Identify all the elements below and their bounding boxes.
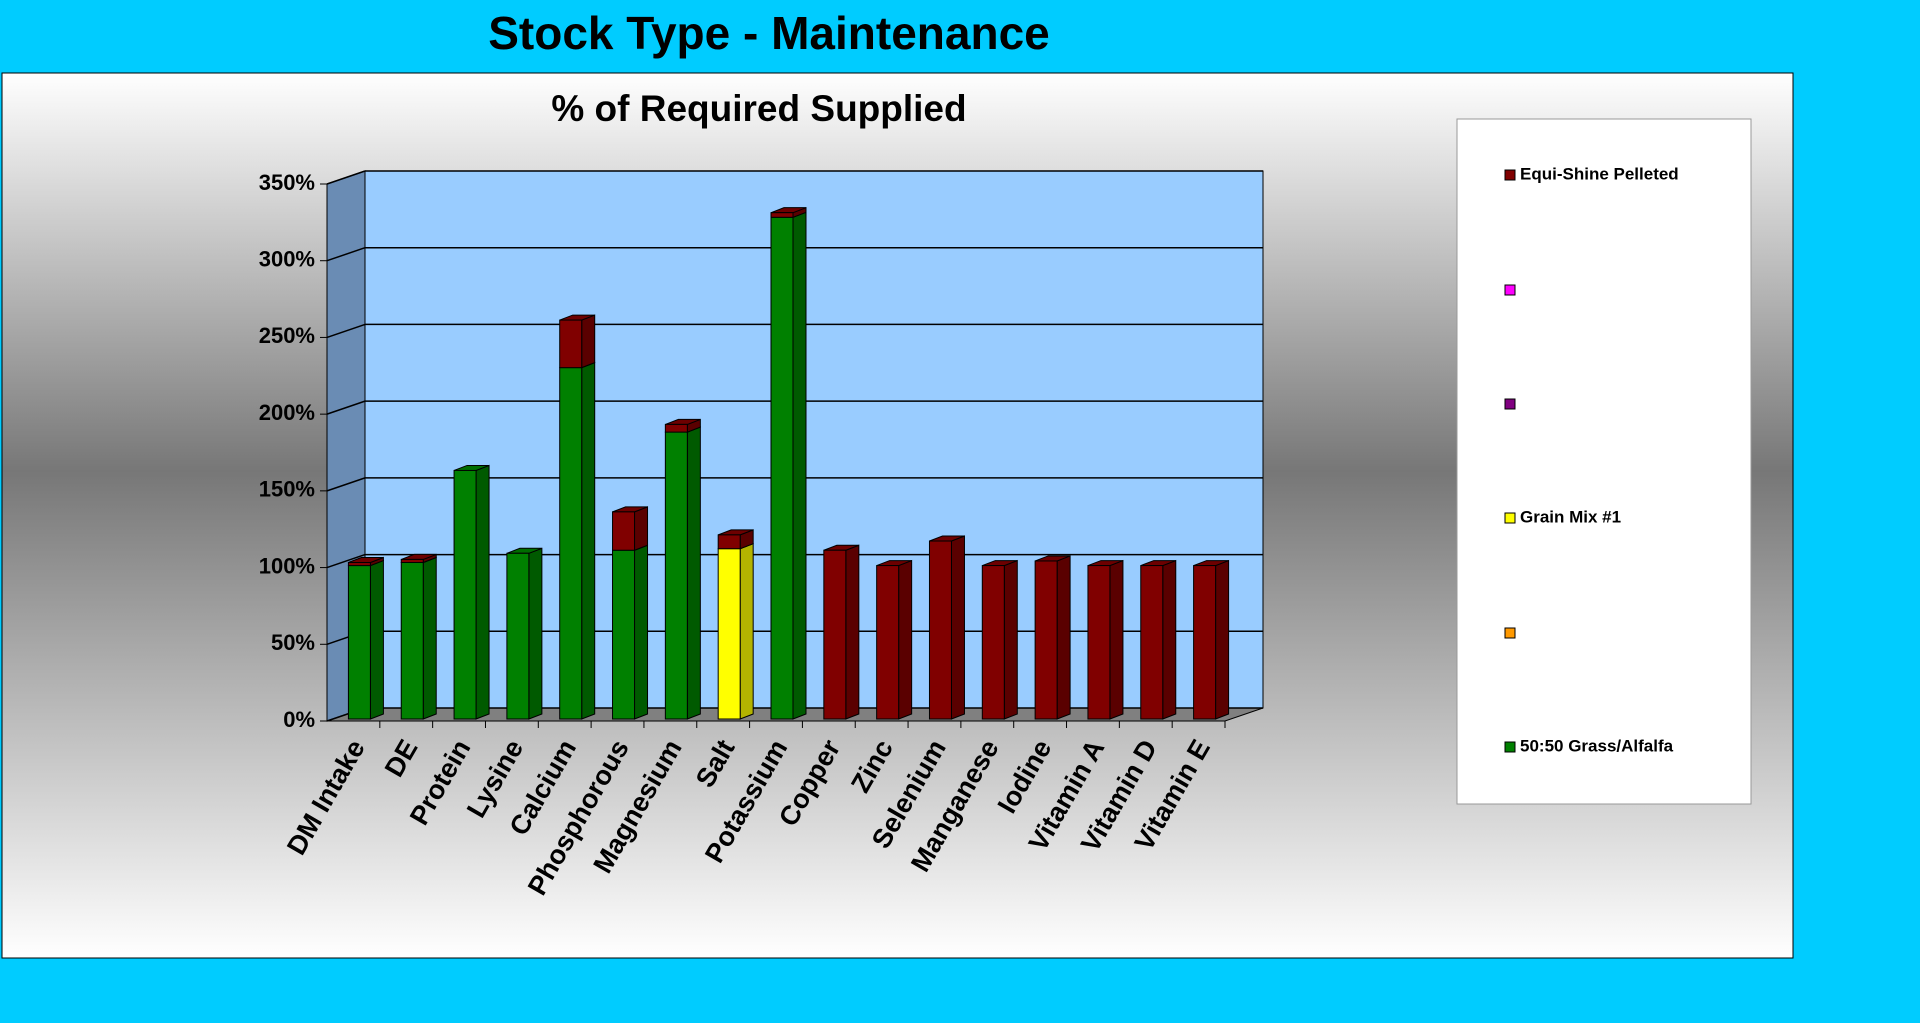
- bar-side: [739, 542, 754, 720]
- bar: [400, 558, 424, 564]
- bar: [1087, 565, 1111, 720]
- back-wall: [364, 170, 1264, 709]
- legend-marker: [1504, 284, 1516, 296]
- bar: [770, 212, 794, 218]
- legend-marker: [1504, 169, 1516, 181]
- grid-line: [326, 477, 366, 492]
- bar-side: [845, 544, 860, 720]
- bar-side: [581, 361, 596, 720]
- bar-side: [528, 547, 543, 720]
- bar-side: [1215, 559, 1230, 720]
- bar-side: [1109, 559, 1124, 720]
- bar: [876, 565, 900, 720]
- bar-side: [898, 559, 913, 720]
- bar-side: [1056, 555, 1071, 720]
- bar: [717, 548, 741, 720]
- bar: [664, 423, 688, 433]
- bar: [453, 469, 477, 720]
- legend-marker: [1504, 627, 1516, 639]
- legend-label: Grain Mix #1: [1520, 507, 1621, 526]
- y-tick-label: 100%: [259, 553, 315, 578]
- bar: [612, 511, 636, 551]
- y-tick-label: 350%: [259, 170, 315, 195]
- bar: [770, 216, 794, 720]
- bar-side: [422, 556, 437, 720]
- legend-marker: [1504, 398, 1516, 410]
- grid-line: [326, 170, 366, 185]
- bar-side: [369, 559, 384, 720]
- page-title: Stock Type - Maintenance: [488, 7, 1050, 59]
- bar-side: [792, 211, 807, 720]
- y-tick-label: 150%: [259, 477, 315, 502]
- bar: [400, 562, 424, 720]
- bar: [717, 534, 741, 550]
- bar: [559, 319, 583, 369]
- bar-side: [581, 314, 596, 369]
- bar: [981, 565, 1005, 720]
- grid-line: [326, 400, 366, 415]
- y-tick-label: 200%: [259, 400, 315, 425]
- legend-marker: [1504, 741, 1516, 753]
- y-tick-label: 300%: [259, 247, 315, 272]
- chart-title: % of Required Supplied: [551, 88, 966, 129]
- bar: [1034, 560, 1058, 720]
- bar-side: [1162, 559, 1177, 720]
- bar: [1140, 565, 1164, 720]
- legend-items: 50:50 Grass/Alfalfa Grain Mix #1 Equi-Shin…: [1504, 164, 1679, 755]
- bar-side: [634, 506, 649, 551]
- grid-line: [326, 553, 366, 569]
- bar: [506, 552, 530, 720]
- bar: [347, 565, 371, 720]
- legend-label: 50:50 Grass/Alfalfa: [1520, 736, 1674, 755]
- y-tick-label: 0%: [283, 707, 315, 732]
- y-tick-label: 250%: [259, 323, 315, 348]
- bar: [823, 549, 847, 720]
- y-tick-label: 50%: [271, 630, 315, 655]
- grid-line: [326, 247, 366, 262]
- grid-line: [326, 323, 366, 339]
- legend-marker: [1504, 512, 1516, 524]
- bar: [612, 549, 636, 720]
- bar-side: [950, 535, 965, 720]
- legend-label: Equi-Shine Pelleted: [1520, 164, 1679, 183]
- bar-side: [1003, 559, 1018, 720]
- bar-side: [686, 426, 701, 720]
- bar: [347, 562, 371, 567]
- bar: [1193, 565, 1217, 720]
- bar: [664, 431, 688, 720]
- bar-side: [634, 544, 649, 720]
- bar: [928, 540, 952, 720]
- legend: [1456, 118, 1752, 805]
- bar-side: [475, 464, 490, 720]
- bar: [559, 367, 583, 720]
